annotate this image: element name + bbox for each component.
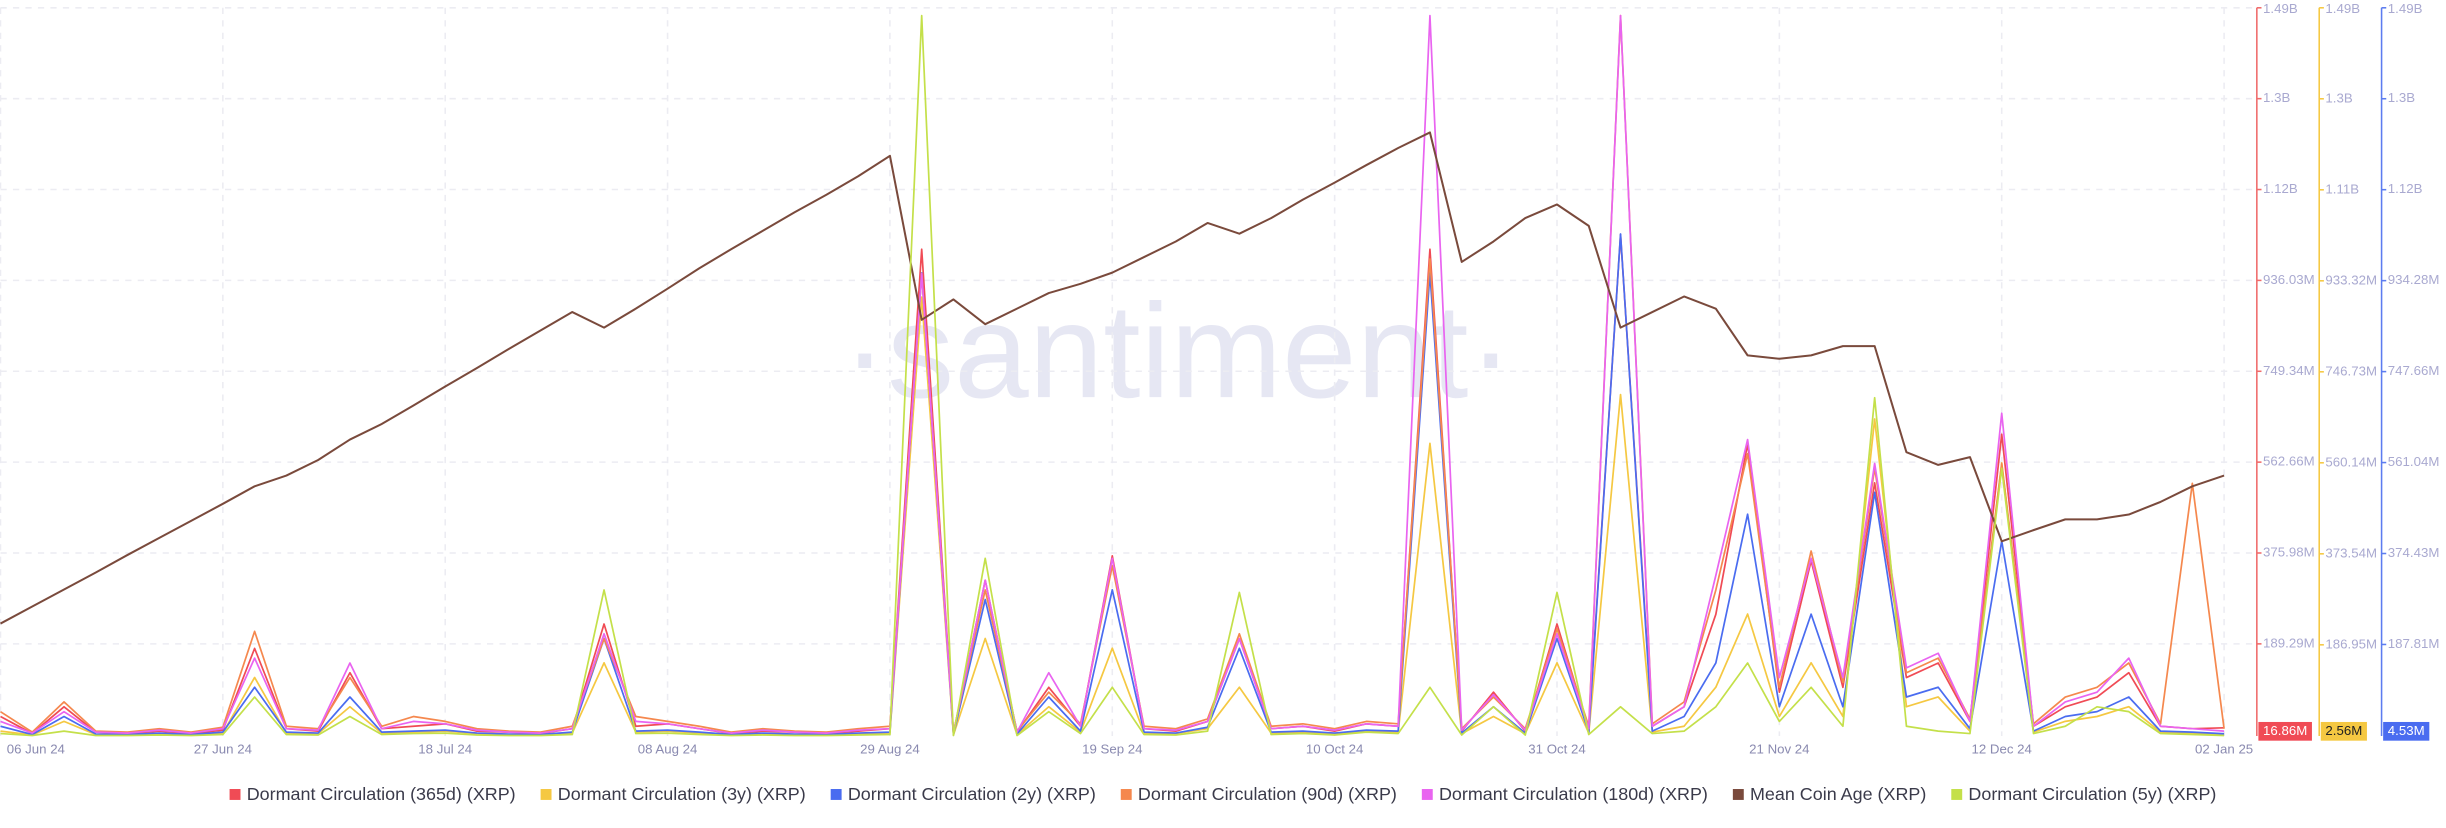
y-tick-label: 1.12B <box>2263 181 2298 196</box>
legend-swatch <box>1421 789 1433 800</box>
y-tick-label: 747.66M <box>2388 363 2440 378</box>
y-tick-label: 189.29M <box>2263 635 2315 650</box>
x-tick-label: 12 Dec 24 <box>1972 742 2032 757</box>
x-tick-label: 27 Jun 24 <box>194 742 252 757</box>
legend-label: Dormant Circulation (90d) (XRP) <box>1138 784 1397 804</box>
legend-label: Dormant Circulation (3y) (XRP) <box>558 784 806 804</box>
y-tick-label: 1.12B <box>2388 181 2423 196</box>
legend-swatch <box>830 789 842 800</box>
y-tick-label: 746.73M <box>2325 363 2377 378</box>
legend-label: Mean Coin Age (XRP) <box>1750 784 1926 804</box>
x-tick-label: 18 Jul 24 <box>418 742 472 757</box>
y-tick-label: 560.14M <box>2325 454 2377 469</box>
y-tick-label: 375.98M <box>2263 544 2315 559</box>
x-tick-label: 19 Sep 24 <box>1082 742 1142 757</box>
y-tick-label: 373.54M <box>2325 545 2377 560</box>
series-line <box>0 14 2225 737</box>
x-tick-label: 06 Jun 24 <box>7 742 65 757</box>
y-tick-label: 1.11B <box>2325 181 2359 196</box>
legend: Dormant Circulation (365d) (XRP) Dormant … <box>229 784 2216 804</box>
series-line <box>0 131 2225 625</box>
y-tick-label: 933.32M <box>2325 272 2377 287</box>
x-tick-label: 31 Oct 24 <box>1528 742 1585 757</box>
badge-bg <box>2320 721 2367 741</box>
x-tick-label: 08 Aug 24 <box>638 742 698 757</box>
y-tick-label: 1.3B <box>2325 90 2352 105</box>
legend-swatch <box>229 789 241 800</box>
series-line <box>0 233 2225 736</box>
badge-label: 2.56M <box>2325 723 2362 738</box>
legend-label: Dormant Circulation (5y) (XRP) <box>1968 784 2216 804</box>
x-tick-label: 29 Aug 24 <box>860 742 920 757</box>
y-tick-label: 1.49B <box>2325 1 2360 16</box>
badge-label: 16.86M <box>2263 723 2307 738</box>
legend-label: Dormant Circulation (180d) (XRP) <box>1439 784 1708 804</box>
legend-swatch <box>1732 789 1744 800</box>
badge-bg <box>2258 721 2312 741</box>
y-tick-label: 749.34M <box>2263 363 2315 378</box>
x-tick-label: 10 Oct 24 <box>1306 742 1363 757</box>
x-tick-label: 21 Nov 24 <box>1749 742 1809 757</box>
y-tick-label: 1.3B <box>2388 90 2415 105</box>
y-tick-label: 936.03M <box>2263 272 2315 287</box>
legend-swatch <box>540 789 552 800</box>
y-tick-label: 561.04M <box>2388 454 2440 469</box>
y-tick-label: 186.95M <box>2325 636 2377 651</box>
badge-bg <box>2383 721 2430 741</box>
y-tick-label: 934.28M <box>2388 272 2440 287</box>
badge-label: 4.53M <box>2388 723 2425 738</box>
legend-swatch <box>1120 789 1132 800</box>
legend-swatch <box>1951 789 1963 800</box>
value-badge: 4.53M <box>2383 721 2430 741</box>
y-tick-label: 1.49B <box>2263 1 2298 16</box>
y-tick-label: 1.3B <box>2263 90 2290 105</box>
watermark: ·santiment· <box>842 277 1513 426</box>
series-line <box>0 14 2225 734</box>
legend-label: Dormant Circulation (365d) (XRP) <box>247 784 516 804</box>
legend-label: Dormant Circulation (2y) (XRP) <box>848 784 1096 804</box>
value-badge: 2.56M <box>2320 721 2367 741</box>
x-tick-label: 02 Jan 25 <box>2195 742 2253 757</box>
value-badge: 16.86M <box>2258 721 2312 741</box>
y-tick-label: 374.43M <box>2388 545 2440 560</box>
y-tick-label: 562.66M <box>2263 454 2315 469</box>
y-tick-label: 1.49B <box>2388 1 2423 16</box>
y-tick-label: 187.81M <box>2388 636 2440 651</box>
